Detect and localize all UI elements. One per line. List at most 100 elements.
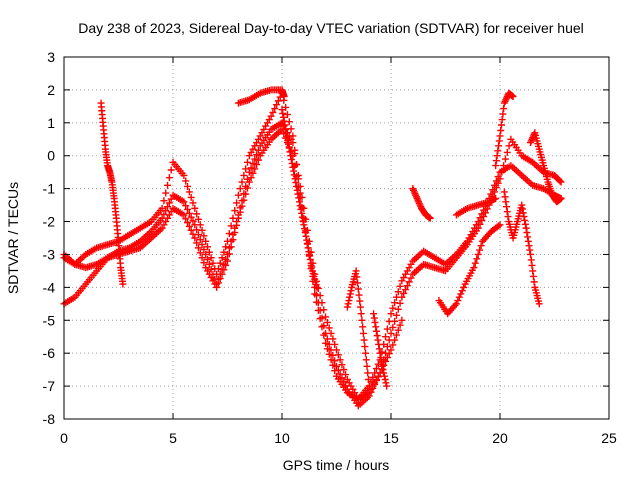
data-point: [236, 185, 244, 193]
data-point: [492, 195, 500, 203]
data-point: [354, 279, 362, 287]
data-point: [253, 161, 261, 169]
data-point: [184, 205, 192, 213]
data-point: [267, 112, 275, 120]
data-point: [356, 297, 364, 305]
series-segment-j: [435, 221, 504, 318]
data-point: [295, 194, 303, 202]
data-point: [518, 201, 526, 209]
data-point: [394, 326, 402, 334]
data-point: [198, 241, 206, 249]
data-point: [218, 270, 226, 278]
data-point: [382, 333, 390, 341]
data-point: [345, 297, 353, 305]
data-point: [497, 126, 505, 134]
data-point: [333, 362, 340, 370]
data-point: [281, 121, 289, 129]
data-point: [282, 125, 290, 133]
data-point: [478, 216, 486, 224]
data-point: [359, 329, 367, 337]
series-segment-f: [278, 106, 321, 291]
plot-frame: [63, 56, 610, 420]
data-point: [184, 219, 192, 227]
data-point: [387, 346, 395, 354]
data-point: [251, 155, 259, 163]
x-axis-title: GPS time / hours: [283, 457, 390, 473]
y-tick-label: -7: [43, 378, 56, 394]
data-point: [290, 171, 298, 179]
data-point: [320, 331, 328, 339]
data-point: [194, 244, 202, 252]
data-point: [295, 198, 303, 206]
data-point: [483, 205, 491, 213]
data-point: [224, 237, 231, 245]
y-tick-label: -2: [43, 214, 56, 230]
data-point: [269, 108, 277, 116]
data-point: [499, 110, 507, 118]
data-point: [387, 310, 395, 318]
data-point: [285, 144, 293, 152]
data-point: [525, 242, 533, 250]
data-point: [253, 151, 261, 159]
data-point: [249, 159, 257, 167]
data-point: [526, 246, 534, 254]
data-point: [323, 345, 331, 353]
data-point: [375, 340, 383, 348]
data-point: [280, 117, 288, 125]
data-point: [220, 266, 228, 274]
data-point: [380, 372, 388, 380]
data-point: [236, 208, 244, 216]
data-point: [370, 310, 378, 318]
data-point: [336, 370, 344, 378]
data-point: [213, 283, 221, 291]
data-point: [460, 283, 468, 291]
data-point: [396, 321, 404, 329]
data-point: [503, 148, 511, 156]
data-point: [377, 354, 385, 362]
data-point: [354, 285, 362, 293]
data-point: [231, 229, 239, 237]
x-tick-label: 25: [601, 430, 617, 446]
data-point: [298, 209, 306, 217]
data-point: [362, 349, 370, 357]
data-point: [233, 221, 241, 229]
data-point: [292, 179, 300, 187]
x-tick-label: 15: [383, 430, 399, 446]
data-point: [527, 250, 535, 258]
data-point: [338, 361, 346, 369]
data-point: [220, 248, 228, 256]
data-point: [200, 246, 208, 254]
data-point: [302, 232, 310, 240]
data-point: [346, 293, 354, 301]
data-point: [374, 336, 382, 344]
data-point: [245, 178, 253, 186]
data-point: [180, 198, 188, 206]
data-point: [247, 174, 255, 182]
data-point: [301, 229, 309, 237]
data-point: [216, 275, 224, 283]
data-point: [524, 233, 532, 241]
data-point: [494, 147, 502, 155]
data-point: [376, 349, 384, 357]
data-point: [282, 103, 290, 111]
data-point: [300, 221, 308, 229]
data-point: [323, 335, 331, 343]
data-point: [279, 109, 287, 117]
data-point: [204, 255, 212, 263]
data-point: [361, 343, 369, 351]
x-tick-label: 10: [274, 430, 290, 446]
data-point: [498, 116, 506, 124]
data-point: [184, 182, 192, 190]
data-point: [222, 261, 230, 269]
data-point: [234, 214, 242, 222]
data-point: [356, 303, 364, 311]
data-point: [214, 279, 222, 287]
data-point: [289, 163, 297, 171]
series-segment-i: [409, 185, 434, 222]
y-tick-label: 0: [47, 148, 55, 164]
data-point: [189, 217, 197, 225]
data-point: [557, 178, 565, 186]
data-point: [182, 202, 190, 210]
data-point: [470, 264, 478, 272]
data-point: [387, 329, 395, 337]
